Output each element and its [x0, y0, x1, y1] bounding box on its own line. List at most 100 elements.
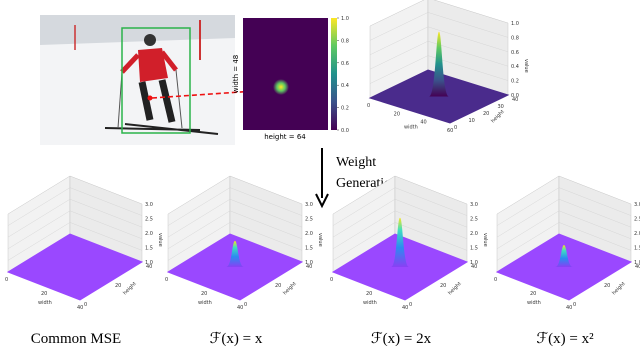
z-axis-label: value	[523, 59, 529, 73]
z-tick-label: 1.5	[145, 246, 153, 252]
grid-line	[332, 210, 468, 249]
grid-line	[167, 222, 303, 261]
y-tick-label: 30	[498, 104, 504, 110]
colorbar-tick-label: 0.8	[341, 38, 349, 44]
y-axis-label: height	[611, 281, 627, 297]
x-tick-label: 0	[165, 277, 168, 283]
y-tick-label: 20	[604, 283, 610, 289]
x-tick-label: 40	[237, 305, 243, 311]
y-tick-label: 20	[115, 283, 121, 289]
colorbar-tick-label: 1.0	[341, 16, 349, 22]
step-label: Weight	[336, 155, 376, 170]
peak	[555, 244, 573, 267]
z-tick-label: 0.0	[511, 93, 519, 99]
height-label: height = 64	[264, 133, 306, 141]
x-tick-label: 0	[5, 277, 8, 283]
z-tick-label: 2.0	[305, 231, 313, 237]
heatmap: width = 48 height = 64	[232, 18, 337, 141]
z-axis-label: value	[482, 233, 488, 247]
z-tick-label: 2.5	[305, 217, 313, 223]
down-arrow-head	[315, 193, 329, 209]
z-tick-label: 1.5	[470, 246, 478, 252]
z-tick-label: 2.5	[145, 217, 153, 223]
colorbar-tick-label: 0.2	[341, 106, 349, 112]
z-tick-label: 2.0	[470, 231, 478, 237]
z-tick-label: 1.0	[470, 260, 478, 266]
grid-line	[369, 12, 509, 41]
colorbar-tick-label: 0.4	[341, 83, 349, 89]
y-tick-label: 40	[306, 264, 312, 270]
z-tick-label: 3.0	[145, 202, 153, 208]
grid-line	[369, 40, 509, 70]
photo	[40, 15, 235, 145]
z-tick-label: 0.6	[511, 50, 519, 56]
colorbar-tick-label: 0.6	[341, 61, 349, 67]
y-axis-label: height	[282, 281, 298, 297]
z-tick-label: 2.5	[634, 217, 640, 223]
grid-line	[496, 210, 632, 249]
grid-line	[167, 187, 303, 226]
x-tick-label: 0	[330, 277, 333, 283]
y-tick-label: 10	[469, 118, 475, 124]
y-tick-label: 40	[471, 264, 477, 270]
result-plot: 02040020401.01.52.02.53.0widthheightvalu…	[494, 175, 640, 311]
x-tick-label: 0	[494, 277, 497, 283]
grid-line	[167, 210, 303, 249]
y-tick-label: 0	[84, 302, 87, 308]
x-tick-label: 40	[77, 305, 83, 311]
y-tick-label: 0	[454, 125, 457, 131]
z-tick-label: 2.5	[470, 217, 478, 223]
grid-line	[369, 26, 509, 55]
grid-line	[7, 198, 143, 238]
grid-line	[496, 187, 632, 226]
z-tick-label: 2.0	[145, 231, 153, 237]
y-axis-label: height	[122, 281, 138, 297]
y-tick-label: 20	[440, 283, 446, 289]
x-axis-label: width	[198, 300, 212, 306]
z-tick-label: 3.0	[634, 202, 640, 208]
grid-line	[496, 198, 632, 238]
y-tick-label: 0	[409, 302, 412, 308]
z-tick-label: 0.8	[511, 35, 519, 41]
grid-line	[7, 187, 143, 226]
width-label: width = 48	[232, 55, 240, 94]
grid-line	[332, 222, 468, 261]
x-tick-label: 60	[447, 128, 453, 134]
x-tick-label: 40	[402, 305, 408, 311]
caption: ℱ(x) = x	[210, 331, 263, 347]
z-axis-label: value	[157, 233, 163, 247]
peak	[226, 240, 244, 267]
z-tick-label: 0.4	[511, 64, 519, 70]
y-tick-label: 40	[146, 264, 152, 270]
x-tick-label: 40	[566, 305, 572, 311]
surface	[6, 233, 144, 301]
x-tick-label: 20	[366, 291, 372, 297]
y-tick-label: 40	[512, 97, 518, 103]
x-axis-label: width	[527, 300, 541, 306]
y-tick-label: 0	[244, 302, 247, 308]
z-tick-label: 1.0	[145, 260, 153, 266]
z-tick-label: 1.0	[305, 260, 313, 266]
z-tick-label: 3.0	[305, 202, 313, 208]
grid-line	[332, 198, 468, 238]
z-tick-label: 1.0	[511, 21, 519, 27]
caption: ℱ(x) = 2x	[371, 331, 432, 347]
z-tick-label: 2.0	[634, 231, 640, 237]
x-axis-label: width	[404, 125, 418, 131]
grid-line	[7, 210, 143, 249]
y-tick-label: 20	[275, 283, 281, 289]
y-tick-label: 20	[483, 111, 489, 117]
x-tick-label: 20	[530, 291, 536, 297]
z-tick-label: 1.5	[634, 246, 640, 252]
x-tick-label: 40	[420, 120, 426, 126]
caption: Common MSE	[31, 331, 121, 347]
x-tick-label: 20	[201, 291, 207, 297]
grid-line	[496, 222, 632, 261]
peak	[429, 31, 449, 97]
x-tick-label: 20	[394, 111, 400, 117]
z-tick-label: 1.0	[634, 260, 640, 266]
